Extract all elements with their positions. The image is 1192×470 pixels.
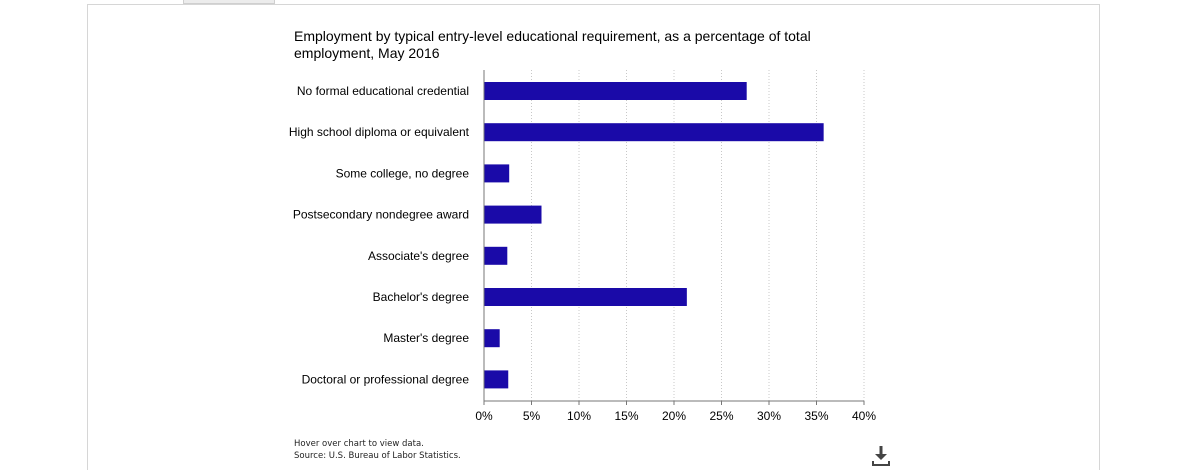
x-tick-label: 0% <box>475 409 493 423</box>
x-tick-label: 40% <box>852 409 876 423</box>
x-tick-label: 10% <box>567 409 591 423</box>
source-text: Source: U.S. Bureau of Labor Statistics. <box>294 451 461 461</box>
category-label: No formal educational credential <box>297 84 469 98</box>
tab-stub[interactable] <box>183 0 275 4</box>
bar[interactable]: Bachelor's degree: 21.3% <box>484 288 687 306</box>
x-tick-label: 35% <box>804 409 828 423</box>
category-label: Some college, no degree <box>336 166 470 180</box>
bar[interactable]: High school diploma or equivalent: 35.7% <box>484 123 824 142</box>
bar[interactable]: Associate's degree: 2.4% <box>484 246 508 265</box>
x-tick-label: 20% <box>662 409 686 423</box>
bar[interactable]: Postsecondary nondegree award: 6% <box>484 205 542 224</box>
category-label: Bachelor's degree <box>373 290 470 304</box>
chart-panel <box>87 4 1100 470</box>
bar[interactable]: Doctoral or professional degree: 2.5% <box>484 370 509 389</box>
x-tick-label: 5% <box>523 409 541 423</box>
chart-title: Employment by typical entry-level educat… <box>294 28 811 61</box>
x-tick-label: 30% <box>757 409 781 423</box>
category-label: High school diploma or equivalent <box>289 125 470 139</box>
category-label: Associate's degree <box>368 249 469 263</box>
download-button[interactable] <box>870 444 892 468</box>
category-label: Doctoral or professional degree <box>302 372 470 386</box>
category-label: Postsecondary nondegree award <box>293 208 469 222</box>
x-tick-label: 15% <box>614 409 638 423</box>
bar[interactable]: Some college, no degree: 2.6% <box>484 164 510 183</box>
download-icon <box>872 446 890 466</box>
bar[interactable]: No formal educational credential: 27.6% <box>484 82 747 100</box>
category-label: Master's degree <box>383 331 469 345</box>
x-tick-label: 25% <box>709 409 733 423</box>
hover-hint-text: Hover over chart to view data. <box>294 439 424 449</box>
bar[interactable]: Master's degree: 1.6% <box>484 329 500 348</box>
